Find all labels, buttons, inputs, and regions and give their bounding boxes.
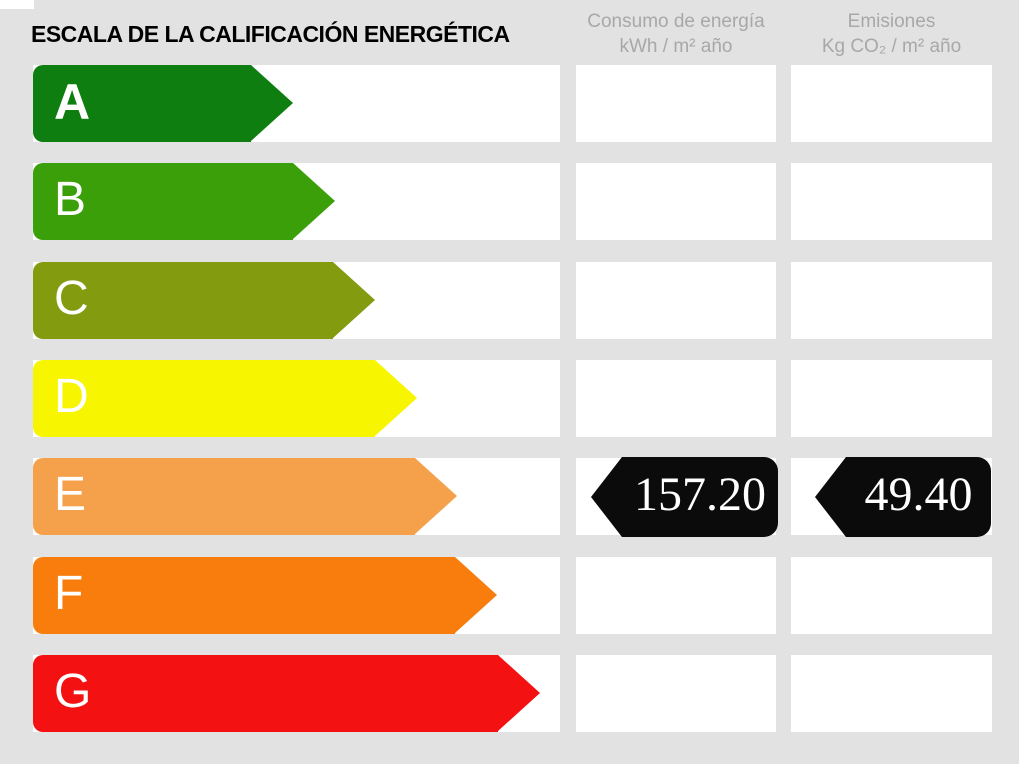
emissions-header-line1: Emisiones [791, 9, 992, 34]
corner-artifact [0, 0, 34, 9]
rating-arrow-tip-icon [375, 360, 417, 436]
rating-arrow: E [33, 458, 457, 535]
column-header-consumption: Consumo de energía kWh / m² año [576, 9, 776, 59]
rating-arrow-body: E [33, 458, 415, 535]
rating-arrow-body: G [33, 655, 498, 732]
emissions-cell [791, 557, 992, 634]
consumption-cell [576, 557, 776, 634]
emissions-header-line2: Kg CO₂ / m² año [791, 34, 992, 59]
consumption-cell [576, 163, 776, 240]
emissions-cell [791, 360, 992, 437]
rating-row: B [0, 163, 1019, 240]
consumption-value-body: 157.20 [622, 457, 778, 537]
rating-letter: E [33, 471, 86, 523]
rating-letter: A [33, 77, 90, 131]
rating-row: F [0, 557, 1019, 634]
consumption-cell [576, 262, 776, 339]
emissions-value-body: 49.40 [846, 457, 991, 537]
rating-arrow: B [33, 163, 335, 240]
rating-arrow-tip-icon [498, 655, 540, 731]
rating-arrow: A [33, 65, 293, 142]
rating-letter: F [33, 570, 83, 622]
rating-row: G [0, 655, 1019, 732]
emissions-cell [791, 65, 992, 142]
emissions-cell [791, 262, 992, 339]
column-header-emissions: Emisiones Kg CO₂ / m² año [791, 9, 992, 59]
emissions-value: 49.40 [865, 471, 973, 523]
rating-arrow-body: D [33, 360, 375, 437]
rating-arrow-body: A [33, 65, 251, 142]
rating-row: C [0, 262, 1019, 339]
rating-arrow: G [33, 655, 540, 732]
rating-arrow-tip-icon [415, 458, 457, 534]
consumption-cell [576, 360, 776, 437]
rating-arrow-tip-icon [455, 557, 497, 633]
rating-letter: C [33, 275, 89, 327]
energy-certificate-scale: ESCALA DE LA CALIFICACIÓN ENERGÉTICA Con… [0, 0, 1019, 764]
rating-letter: G [33, 668, 91, 720]
emissions-value-arrow: 49.40 [815, 457, 991, 537]
left-arrow-tip-icon [815, 457, 846, 537]
rating-letter: D [33, 373, 89, 425]
rating-arrow: C [33, 262, 375, 339]
rating-row: D [0, 360, 1019, 437]
rating-arrow-tip-icon [333, 262, 375, 338]
consumption-header-line1: Consumo de energía [576, 9, 776, 34]
consumption-header-line2: kWh / m² año [576, 34, 776, 59]
rating-row: A [0, 65, 1019, 142]
rating-arrow: F [33, 557, 497, 634]
rating-arrow-body: C [33, 262, 333, 339]
consumption-value-arrow: 157.20 [591, 457, 778, 537]
rating-arrow-body: F [33, 557, 455, 634]
page-title: ESCALA DE LA CALIFICACIÓN ENERGÉTICA [31, 21, 510, 48]
emissions-cell [791, 163, 992, 240]
rating-letter: B [33, 176, 86, 228]
emissions-cell [791, 655, 992, 732]
rating-arrow-tip-icon [293, 163, 335, 239]
rating-arrow: D [33, 360, 417, 437]
consumption-cell [576, 65, 776, 142]
rating-arrow-tip-icon [251, 65, 293, 141]
consumption-value: 157.20 [634, 471, 766, 523]
rating-arrow-body: B [33, 163, 293, 240]
left-arrow-tip-icon [591, 457, 622, 537]
consumption-cell [576, 655, 776, 732]
